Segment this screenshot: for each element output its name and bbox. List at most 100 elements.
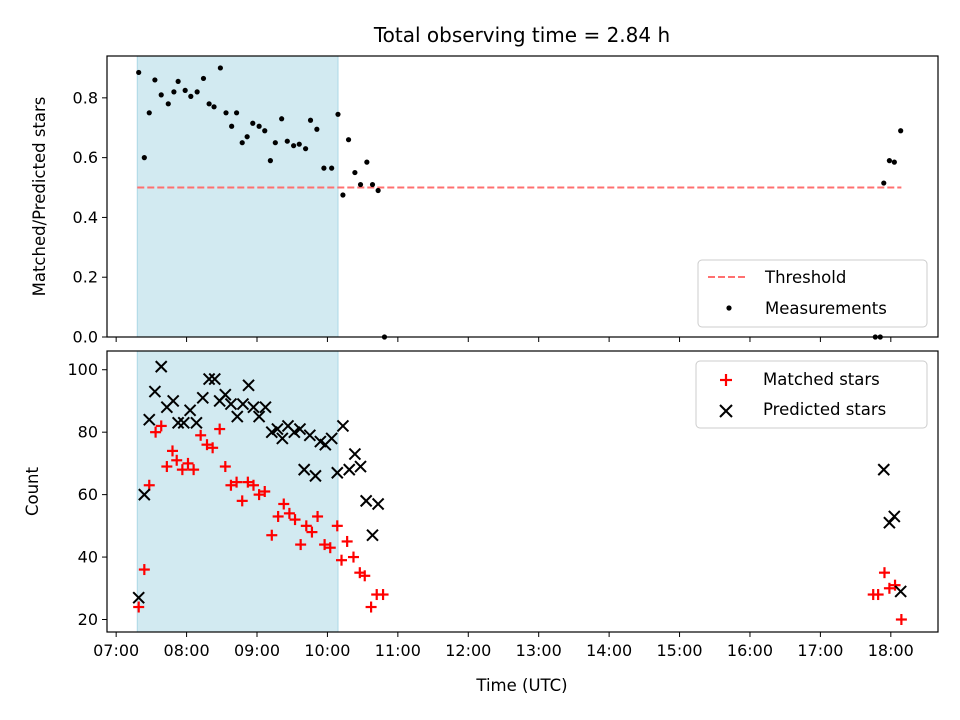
shaded-interval-ratio [136,55,339,338]
predicted-stars-point [132,591,145,604]
measurements-point [223,110,229,116]
measurements-point [171,89,177,95]
ratio-x-ticks [115,337,892,342]
matched-stars-point [138,564,150,576]
matched-stars-point [872,589,884,601]
matched-stars-point [171,454,183,466]
predicted-stars-point [171,416,185,430]
measurements-point [329,165,335,171]
count-y-ticks: 20 40 60 80 100 [67,360,107,629]
predicted-stars-point [371,497,385,511]
matched-stars-point [319,539,331,551]
predicted-stars-point [303,429,317,442]
predicted-stars-point [348,447,362,461]
predicted-stars-point [155,360,168,373]
measurements-point [229,123,235,129]
matched-stars-point [253,489,265,501]
x-tick-label: 17:00 [797,641,843,660]
ratio-legend: Threshold Measurements [697,259,928,328]
measurements-point [314,126,320,132]
predicted-stars-point [331,466,344,479]
predicted-stars-point [325,432,338,445]
matched-stars-point [365,601,377,613]
measurements-point [206,101,212,107]
measurements-legend-marker [726,305,732,311]
measurements-point [158,92,164,98]
observing-window-shade-bottom [136,350,339,633]
predicted-stars-point [293,422,307,436]
predicted-stars-point [183,404,197,417]
predicted-stars-point [252,410,266,423]
predicted-stars-point [202,372,216,386]
matched-stars-point [278,498,290,510]
matched-stars-point [236,495,248,507]
count-axes-frame [106,350,939,633]
measurements-point [340,192,346,198]
x-tick-label: 13:00 [516,641,562,660]
matched-stars-point [161,461,173,473]
count-y-tick-label: 100 [67,360,98,379]
ratio-series [136,65,904,340]
measurements-point [279,116,285,122]
measurements-point [345,137,352,143]
predicted-stars-point [265,425,278,439]
count-x-ticks: 07:00 08:00 09:00 10:00 11:00 12:00 13:00 14:00… [93,632,914,660]
measurements-point [891,159,897,165]
measurements-point [152,77,158,83]
measurements-point [291,143,297,149]
matched-stars-point [312,510,324,522]
measurements-point [272,140,278,146]
matched-stars-point [336,554,348,566]
predicted-stars-point [143,413,156,426]
count-legend-box [695,360,928,429]
matched-stars-point [247,479,259,491]
matched-stars-point [883,582,895,594]
matched-stars-point [359,570,371,582]
predicted-stars-point [236,397,250,411]
predicted-stars-point [271,422,284,436]
predicted-stars-point [242,379,255,392]
matched-stars-point [201,439,213,451]
matched-stars-point [306,526,318,538]
measurements-point [302,146,309,152]
matched-stars-point [225,479,237,491]
count-y-axis-label: Count [23,466,42,516]
measurements-point [357,181,364,188]
measurements-point [211,104,217,110]
ratio-y-tick-label: 0.8 [73,88,98,107]
matched-stars-point [231,476,243,488]
measurements-point [364,159,370,165]
measurements-point [375,187,381,194]
chart-title: Total observing time = 2.84 h [373,23,670,47]
ratio-y-tick-label: 0.6 [73,148,98,167]
predicted-stars-point [259,400,272,414]
matched-stars-point [295,539,307,551]
predicted-stars-point [366,529,379,542]
matched-stars-point [283,507,295,519]
ratio-axes-frame [106,55,939,338]
matched-stars-point [377,589,389,601]
count-y-tick-label: 40 [78,548,98,567]
count-panel: 20 40 60 80 100 07:00 08:00 09:00 10:00 11:00 12:… [23,350,939,695]
measurements-point [296,141,302,147]
matched-stars-point [889,579,901,591]
matched-stars-point [133,601,145,613]
measurements-point [898,128,904,134]
predicted-stars-point [138,488,151,501]
measurements-point [369,181,376,188]
ratio-y-tick-label: 0.4 [73,208,98,227]
x-tick-label: 15:00 [656,641,702,660]
x-tick-label: 08:00 [164,641,210,660]
predicted-stars-point [336,419,350,433]
predicted-stars-point [148,385,162,398]
x-tick-label: 12:00 [445,641,491,660]
matched-stars-point [176,464,188,476]
ratio-y-tick-label: 0.0 [73,328,98,347]
predicted-stars-point [208,372,221,386]
predicted-stars-point [888,510,901,523]
threshold-legend-label: Threshold [764,268,846,287]
predicted-stars-legend-label: Predicted stars [763,400,886,419]
measurements-point [881,180,887,186]
matched-stars-legend-marker [720,374,732,386]
measurements-point [136,69,142,76]
